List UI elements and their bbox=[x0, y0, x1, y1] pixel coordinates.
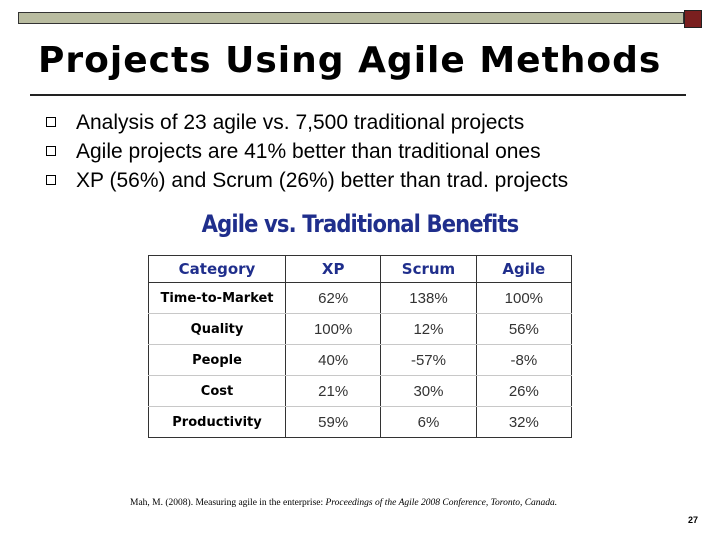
top-accent-square bbox=[684, 10, 702, 28]
bullet-list: Analysis of 23 agile vs. 7,500 tradition… bbox=[44, 108, 568, 195]
agile-cell: 32% bbox=[475, 406, 573, 438]
square-bullet-icon bbox=[46, 146, 56, 156]
scrum-cell: 12% bbox=[380, 313, 477, 345]
agile-cell: 100% bbox=[475, 282, 573, 314]
agile-cell: -8% bbox=[475, 344, 573, 376]
scrum-cell: 6% bbox=[380, 406, 477, 438]
category-cell: Productivity bbox=[148, 406, 286, 438]
square-bullet-icon bbox=[46, 175, 56, 185]
column-header-scrum: Scrum bbox=[380, 255, 477, 283]
bullet-item: Agile projects are 41% better than tradi… bbox=[44, 137, 568, 166]
slide-title: Projects Using Agile Methods bbox=[38, 40, 662, 81]
bullet-text: Analysis of 23 agile vs. 7,500 tradition… bbox=[76, 111, 525, 134]
citation-prefix: Mah, M. (2008). Measuring agile in the e… bbox=[130, 498, 326, 508]
square-bullet-icon bbox=[46, 117, 56, 127]
table-row: Cost 21% 30% 26% bbox=[148, 375, 573, 407]
table-row: Time-to-Market 62% 138% 100% bbox=[148, 282, 573, 314]
agile-cell: 26% bbox=[475, 375, 573, 407]
table-row: Quality 100% 12% 56% bbox=[148, 313, 573, 345]
table-row: People 40% -57% -8% bbox=[148, 344, 573, 376]
column-header-agile: Agile bbox=[475, 255, 573, 283]
citation: Mah, M. (2008). Measuring agile in the e… bbox=[130, 498, 557, 508]
bullet-text: XP (56%) and Scrum (26%) better than tra… bbox=[76, 169, 569, 192]
bullet-text: Agile projects are 41% better than tradi… bbox=[76, 140, 541, 163]
xp-cell: 62% bbox=[284, 282, 382, 314]
table-heading: Agile vs. Traditional Benefits bbox=[201, 210, 520, 238]
table-header-row: Category XP Scrum Agile bbox=[148, 255, 573, 283]
citation-source: Proceedings of the Agile 2008 Conference… bbox=[325, 498, 558, 508]
column-header-xp: XP bbox=[284, 255, 382, 283]
bullet-item: XP (56%) and Scrum (26%) better than tra… bbox=[44, 166, 568, 195]
table-row: Productivity 59% 6% 32% bbox=[148, 406, 573, 438]
top-accent-bar bbox=[18, 12, 684, 24]
bullet-item: Analysis of 23 agile vs. 7,500 tradition… bbox=[44, 108, 568, 137]
scrum-cell: -57% bbox=[380, 344, 477, 376]
category-cell: Quality bbox=[148, 313, 286, 345]
column-header-category: Category bbox=[148, 255, 286, 283]
category-cell: People bbox=[148, 344, 286, 376]
page-number: 27 bbox=[687, 515, 698, 525]
xp-cell: 59% bbox=[284, 406, 382, 438]
xp-cell: 40% bbox=[284, 344, 382, 376]
scrum-cell: 138% bbox=[380, 282, 477, 314]
scrum-cell: 30% bbox=[380, 375, 477, 407]
category-cell: Cost bbox=[148, 375, 286, 407]
xp-cell: 100% bbox=[284, 313, 382, 345]
title-divider bbox=[30, 94, 686, 96]
benefits-table: Category XP Scrum Agile Time-to-Market 6… bbox=[148, 255, 573, 438]
category-cell: Time-to-Market bbox=[148, 282, 286, 314]
xp-cell: 21% bbox=[284, 375, 382, 407]
agile-cell: 56% bbox=[475, 313, 573, 345]
